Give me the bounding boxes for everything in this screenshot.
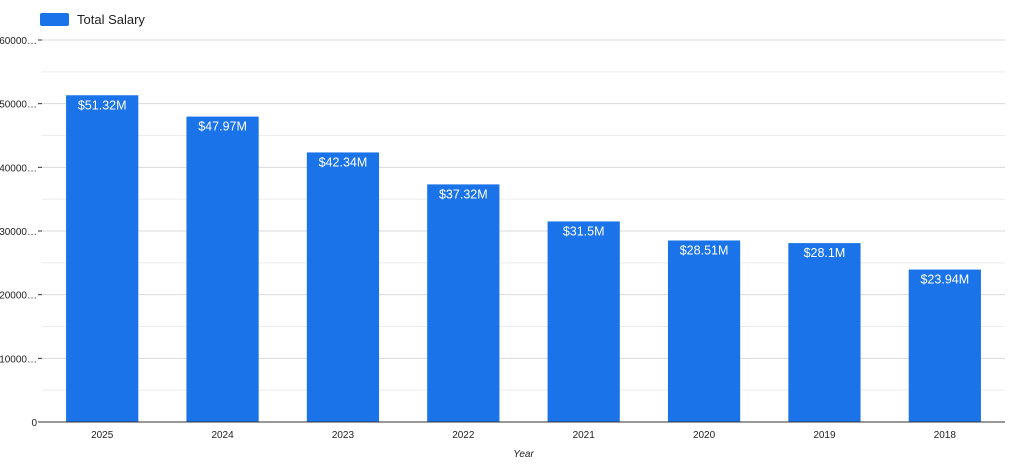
x-tick-label: 2021 [573, 430, 596, 441]
y-tick-label: 20000… [0, 291, 37, 302]
bar [186, 116, 259, 422]
bar-data-label: $28.1M [804, 246, 846, 260]
y-tick-label: 30000… [0, 227, 37, 238]
bar [788, 243, 861, 422]
bar [547, 221, 620, 422]
bar [667, 240, 741, 422]
bar [427, 184, 500, 422]
bar-data-label: $51.32M [78, 98, 127, 112]
y-tick-label: 50000… [0, 100, 37, 111]
bar-data-label: $47.97M [198, 120, 247, 134]
y-tick-label: 0 [31, 418, 37, 429]
bar-data-label: $37.32M [439, 187, 488, 201]
y-tick-label: 10000… [0, 354, 37, 365]
x-axis-title: Year [513, 449, 534, 459]
y-tick-label: 40000… [0, 163, 37, 174]
bar-data-label: $28.51M [680, 243, 729, 257]
y-tick-label: 60000… [0, 36, 37, 47]
x-tick-label: 2018 [934, 430, 957, 441]
legend-label: Total Salary [77, 12, 145, 27]
legend-swatch [40, 13, 69, 26]
x-tick-label: 2025 [91, 430, 114, 441]
legend: Total Salary [40, 12, 145, 27]
bar-data-label: $31.5M [563, 224, 605, 238]
bars: $51.32M $47.97M $42.34M $37.32M $31.5M $28.51… [66, 95, 981, 422]
x-tick-label: 2020 [693, 430, 716, 441]
bar [66, 95, 139, 422]
bar [306, 152, 380, 422]
x-tick-label: 2024 [211, 430, 234, 441]
bar [908, 269, 981, 422]
x-tick-label: 2022 [452, 430, 475, 441]
y-axis-labels: 0 10000… 20000… 30000… 40000… 50000… 60000… [0, 36, 37, 429]
x-tick-label: 2019 [813, 430, 836, 441]
x-axis-labels: 2025 2024 2023 2022 2021 2020 2019 2018 [91, 430, 956, 441]
bar-data-label: $23.94M [920, 273, 969, 287]
bar-data-label: $42.34M [319, 155, 368, 169]
x-tick-label: 2023 [332, 430, 355, 441]
